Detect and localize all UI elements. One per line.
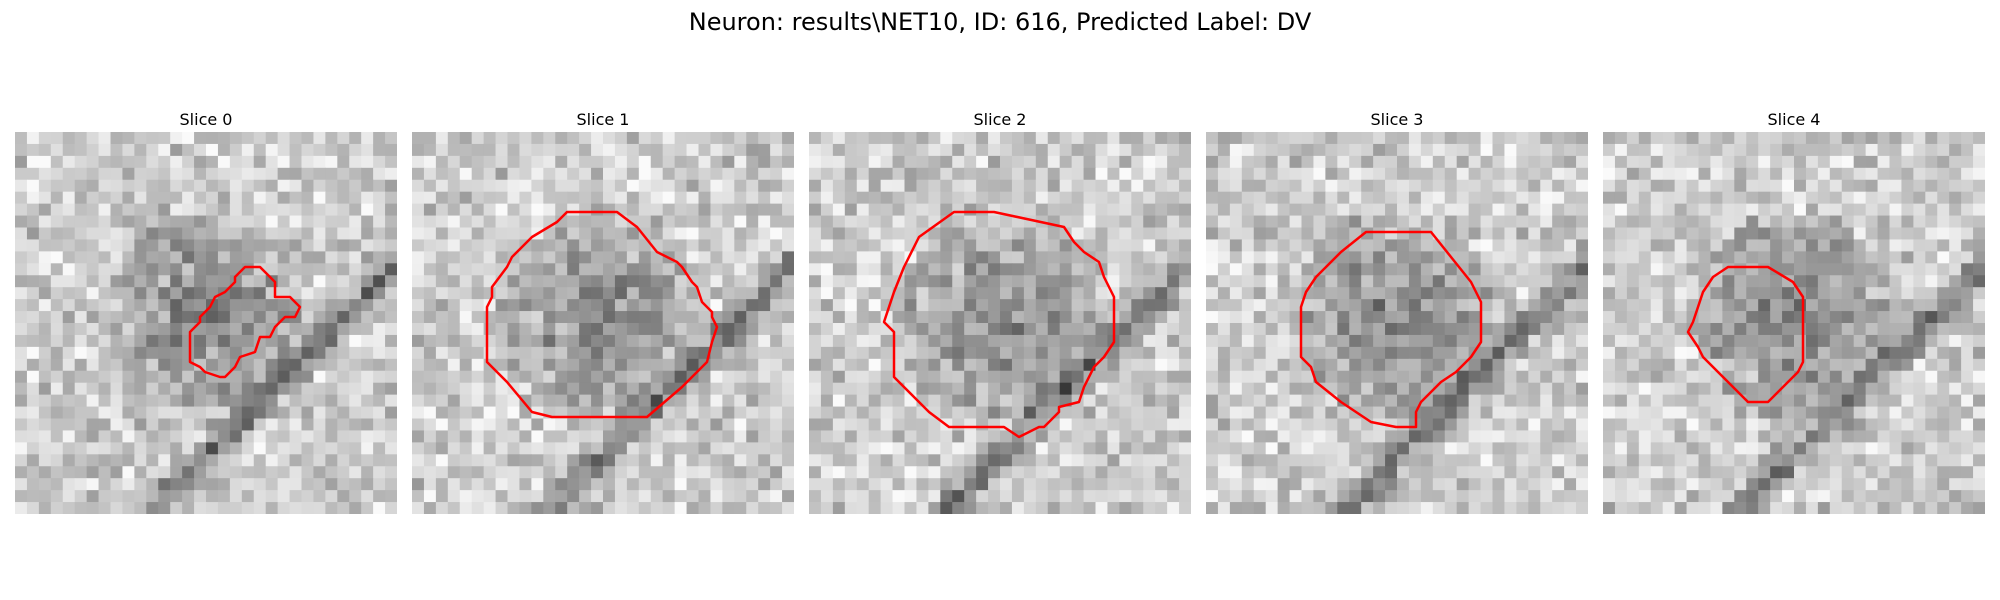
segmentation-contour bbox=[882, 210, 1116, 439]
segmentation-contour bbox=[188, 265, 302, 379]
slice-panel-1: Slice 1 bbox=[412, 108, 794, 514]
slice-panel-3: Slice 3 bbox=[1206, 108, 1588, 514]
slice-panel-2: Slice 2 bbox=[809, 108, 1191, 514]
slice-title: Slice 1 bbox=[576, 110, 630, 129]
figure-title: Neuron: results\NET10, ID: 616, Predicte… bbox=[688, 8, 1312, 36]
slice-image bbox=[412, 132, 794, 514]
slice-title: Slice 3 bbox=[1370, 110, 1424, 129]
slice-image bbox=[15, 132, 397, 514]
slice-image bbox=[1206, 132, 1588, 514]
segmentation-contour bbox=[1299, 230, 1483, 429]
segmentation-contour bbox=[485, 210, 719, 419]
slice-image bbox=[1603, 132, 1985, 514]
slice-panel-4: Slice 4 bbox=[1603, 108, 1985, 514]
slice-title: Slice 4 bbox=[1767, 110, 1821, 129]
slice-panel-0: Slice 0 bbox=[15, 108, 397, 514]
segmentation-contour bbox=[1686, 265, 1805, 404]
slice-title: Slice 0 bbox=[179, 110, 233, 129]
slice-title: Slice 2 bbox=[973, 110, 1027, 129]
slice-image bbox=[809, 132, 1191, 514]
